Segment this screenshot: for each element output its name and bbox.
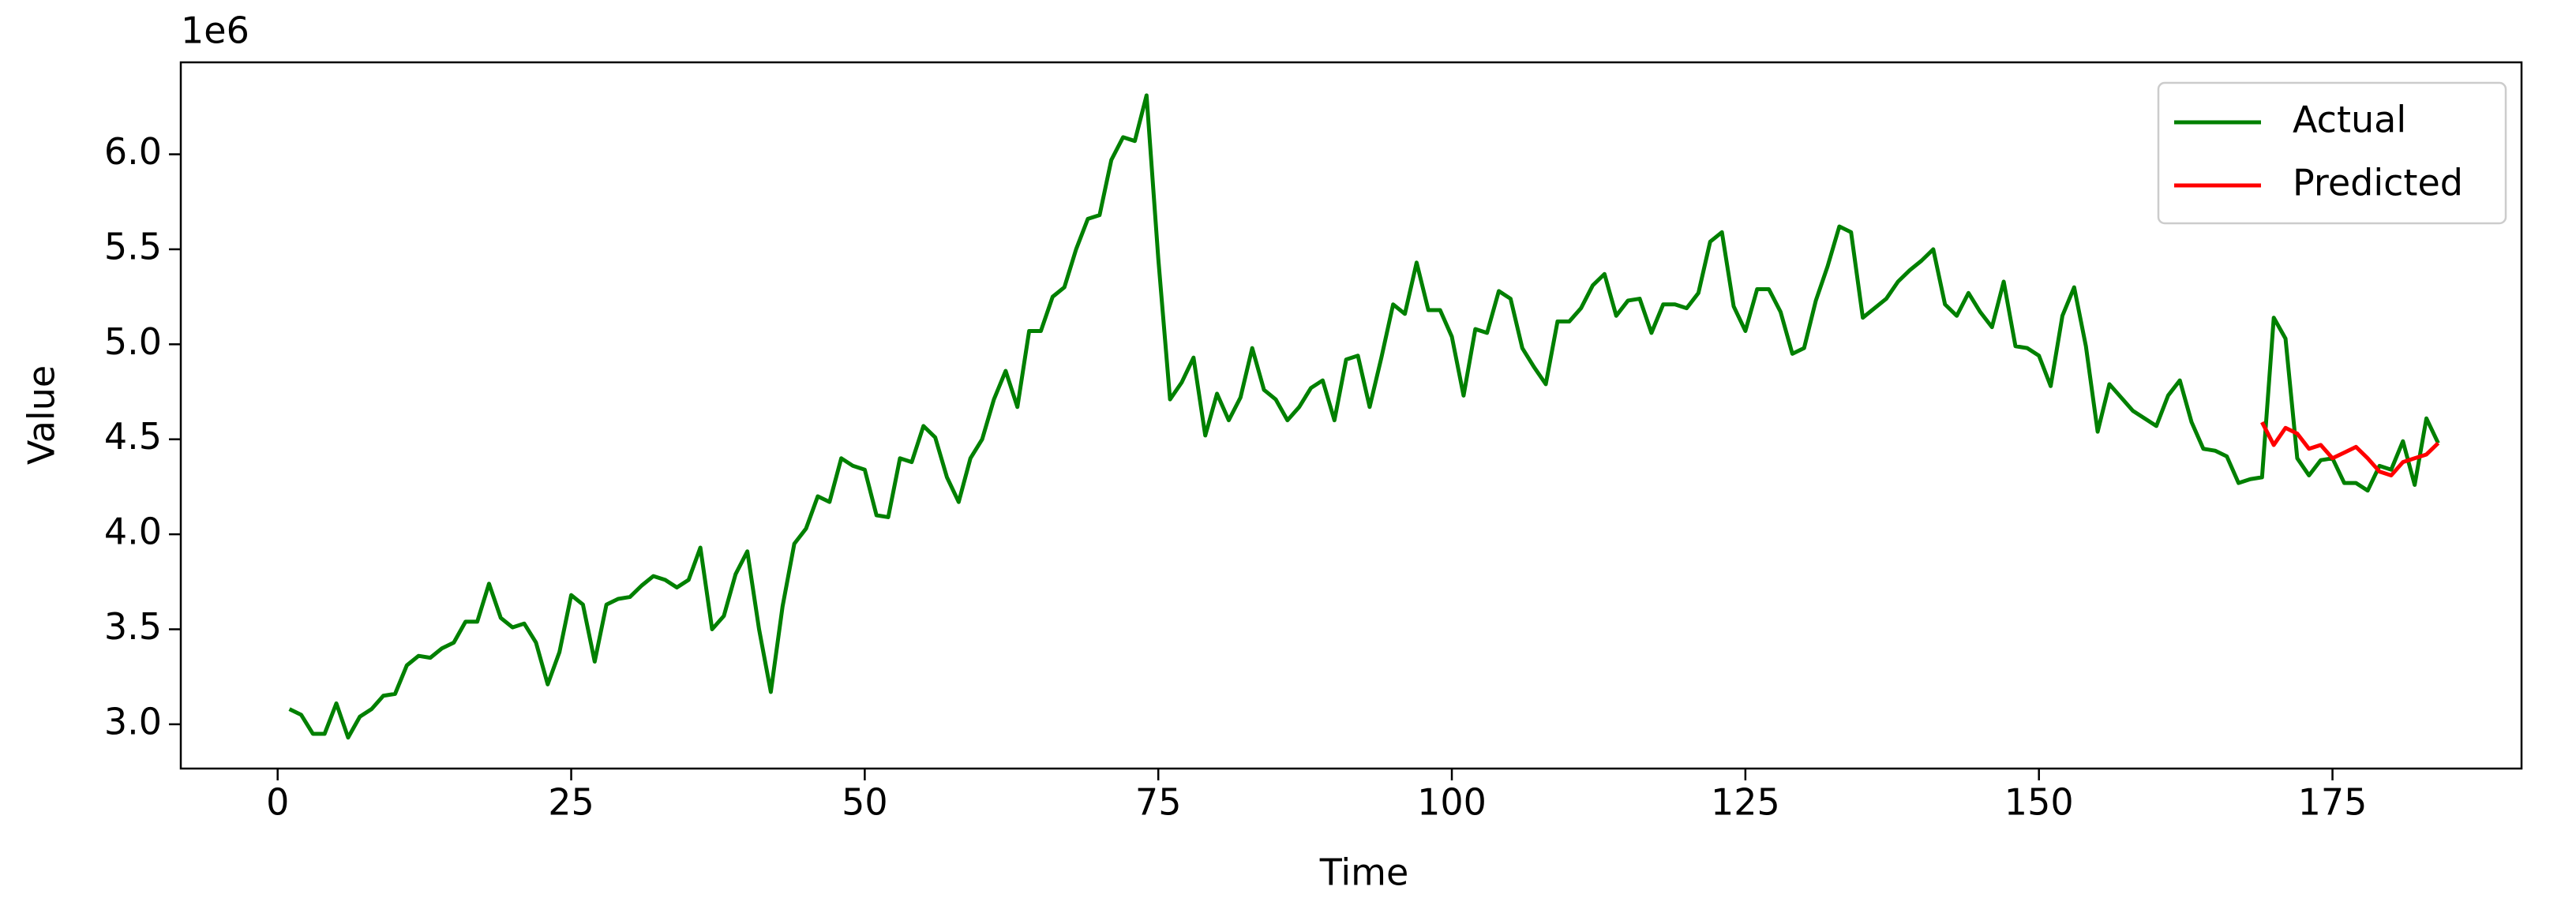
x-tick-label: 100 [1417,781,1487,824]
legend-label: Predicted [2293,162,2463,204]
x-tick-label: 50 [842,781,888,824]
y-tick-label: 6.0 [104,130,162,173]
x-tick-label: 125 [1711,781,1780,824]
y-tick-label: 5.5 [104,225,162,267]
series-line [2260,421,2440,477]
y-tick-label: 5.0 [104,320,162,363]
legend: Actual Predicted [2157,81,2507,225]
x-tick-label: 0 [266,781,289,824]
x-tick-label: 150 [2004,781,2074,824]
y-axis-label: Value [21,365,63,465]
x-tick-label: 175 [2298,781,2368,824]
y-tick-label: 3.5 [104,605,162,648]
y-tick-label: 4.5 [104,415,162,458]
axes-frame [179,61,2523,770]
offset-text: 1e6 [181,9,249,52]
y-tick-label: 3.0 [104,700,162,743]
legend-label: Actual [2293,99,2406,141]
x-axis-label: Time [1319,851,1409,894]
series-line [288,93,2440,740]
legend-box [2157,81,2507,225]
x-tick-label: 75 [1135,781,1182,824]
x-tick-label: 25 [548,781,594,824]
y-tick-label: 4.0 [104,511,162,553]
